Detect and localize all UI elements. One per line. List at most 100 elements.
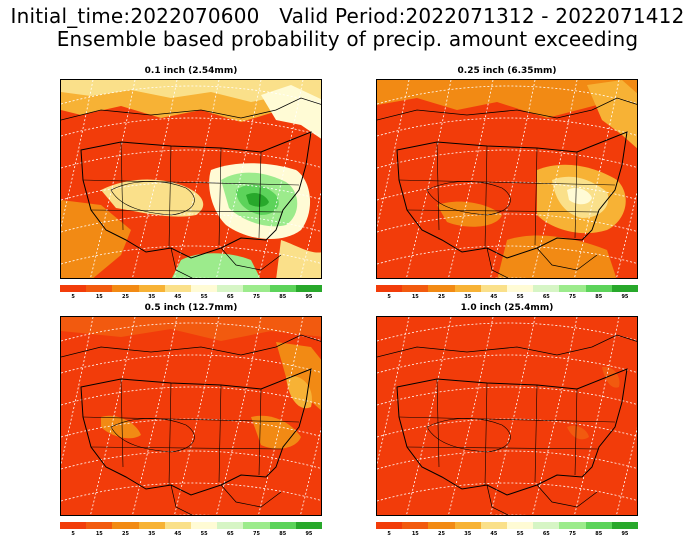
colorbar-label: 45 xyxy=(174,294,182,300)
colorbar-label: 5 xyxy=(71,294,75,300)
colorbar-swatch xyxy=(454,522,481,529)
colorbar-label: 55 xyxy=(200,294,208,300)
map-line xyxy=(61,149,321,169)
panel-title: 0.5 inch (12.7mm) xyxy=(144,303,238,313)
map-line xyxy=(426,418,511,453)
colorbar-label: 85 xyxy=(279,294,287,300)
colorbar-label: 25 xyxy=(438,294,445,300)
colorbar-swatch xyxy=(559,285,586,292)
colorbar-label: 25 xyxy=(122,531,129,537)
map-line xyxy=(61,245,321,265)
colorbar-label: 45 xyxy=(490,294,498,300)
map-line xyxy=(377,245,637,265)
map-line xyxy=(170,484,282,515)
colorbar-label: 95 xyxy=(621,294,629,300)
colorbar-label: 35 xyxy=(148,531,156,537)
map-line xyxy=(377,149,637,169)
colorbar-label: 55 xyxy=(516,294,524,300)
probability-map xyxy=(60,79,322,279)
colorbar-swatch xyxy=(533,285,560,292)
colorbar-label: 55 xyxy=(200,531,208,537)
colorbar-label: 85 xyxy=(595,531,603,537)
colorbar-label: 35 xyxy=(464,294,472,300)
colorbar-label: 75 xyxy=(253,531,260,537)
colorbar-label: 45 xyxy=(490,531,498,537)
colorbar-label: 25 xyxy=(122,294,129,300)
colorbar-labels: 5 15 25 35 45 55 65 75 85 95 xyxy=(376,531,638,537)
map-line xyxy=(61,450,321,470)
colorbar-swatch xyxy=(585,285,612,292)
colorbar-label: 5 xyxy=(387,531,391,537)
colorbar-swatch xyxy=(428,285,455,292)
colorbar-label: 65 xyxy=(542,294,550,300)
map-line xyxy=(532,317,578,515)
colorbar-labels: 5 15 25 35 45 55 65 75 85 95 xyxy=(376,294,638,300)
colorbar-label: 15 xyxy=(411,531,419,537)
panel-title: 1.0 inch (25.4mm) xyxy=(460,303,554,313)
map-line xyxy=(174,80,220,278)
colorbar-label: 5 xyxy=(71,531,75,537)
map-line xyxy=(174,317,220,515)
colorbar-swatch xyxy=(611,522,639,529)
map-line xyxy=(574,80,620,278)
colorbar-swatch xyxy=(191,285,218,292)
colorbar-label: 75 xyxy=(569,294,576,300)
map-line xyxy=(489,514,527,515)
map-line xyxy=(377,322,637,342)
map-line xyxy=(398,141,616,249)
map-line xyxy=(406,80,452,278)
colorbar-swatch xyxy=(164,285,192,292)
colorbar-label: 65 xyxy=(226,294,234,300)
map-line xyxy=(110,418,195,453)
map-line xyxy=(377,117,637,137)
map-line xyxy=(490,317,536,515)
map-line xyxy=(82,378,300,486)
map-line xyxy=(216,80,262,278)
probability-map xyxy=(376,316,638,516)
map-line xyxy=(486,247,598,278)
map-line xyxy=(398,378,616,486)
colorbar-swatch xyxy=(454,285,481,292)
colorbar-swatch xyxy=(86,285,113,292)
colorbar-swatch xyxy=(112,522,139,529)
map-line xyxy=(396,368,628,496)
map-line xyxy=(61,418,321,438)
map-line xyxy=(61,322,321,342)
map-line xyxy=(61,317,94,466)
colorbar-swatch xyxy=(533,522,560,529)
map-line xyxy=(173,514,211,515)
map-line xyxy=(61,213,321,233)
map-line xyxy=(216,317,262,515)
colorbar-swatch xyxy=(243,285,270,292)
map-line xyxy=(82,141,300,249)
colorbar-swatch xyxy=(402,522,429,529)
map-line xyxy=(132,317,178,515)
colorbar-swatch xyxy=(376,285,403,292)
colorbar-swatch xyxy=(611,285,639,292)
colorbar-swatch xyxy=(480,285,508,292)
colorbar-swatch xyxy=(217,285,244,292)
colorbar-label: 85 xyxy=(595,294,603,300)
colorbar-label: 15 xyxy=(95,531,103,537)
colorbar-swatch xyxy=(480,522,508,529)
map-line xyxy=(377,354,637,374)
map-line xyxy=(377,97,637,121)
map-line xyxy=(377,482,637,502)
map-line xyxy=(532,80,578,278)
colorbar-label: 85 xyxy=(279,531,287,537)
map-line xyxy=(448,317,494,515)
colorbar-swatch xyxy=(138,522,165,529)
colorbar-label: 55 xyxy=(516,531,524,537)
map-line xyxy=(377,450,637,470)
colorbar-label: 65 xyxy=(226,531,234,537)
map-line xyxy=(377,85,637,105)
colorbar-swatch xyxy=(138,285,165,292)
colorbar-swatch xyxy=(269,522,296,529)
map-line xyxy=(61,482,321,502)
colorbar-swatch xyxy=(112,285,139,292)
panel-title: 0.25 inch (6.35mm) xyxy=(457,66,557,76)
colorbar-swatch xyxy=(217,522,244,529)
map-line xyxy=(396,131,628,259)
colorbar-label: 45 xyxy=(174,531,182,537)
map-line xyxy=(61,85,321,105)
